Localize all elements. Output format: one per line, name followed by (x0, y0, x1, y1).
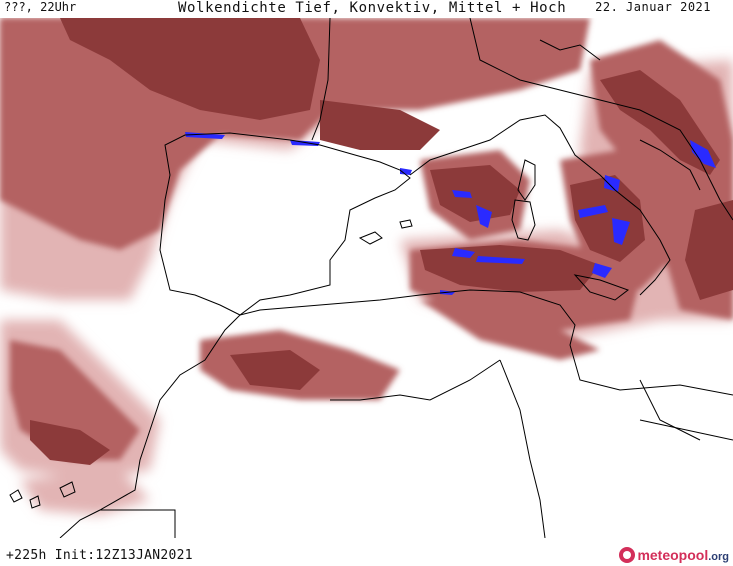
convective-cells (185, 132, 716, 295)
cloud-layer-dense (30, 18, 733, 465)
map-header: ???, 22Uhr Wolkendichte Tief, Konvektiv,… (0, 0, 733, 18)
model-init-label: +225h Init:12Z13JAN2021 (6, 548, 193, 563)
map-canvas (0, 18, 733, 538)
coastlines (9, 18, 733, 538)
valid-time-label: ???, 22Uhr (4, 0, 77, 14)
meteopool-logo-icon (619, 547, 636, 563)
cloud-cover-map (0, 18, 733, 538)
brand-name: meteopool (637, 547, 709, 563)
brand-tld: .org (708, 551, 729, 563)
brand-wordmark: meteopool.org (637, 547, 729, 563)
forecast-date: 22. Januar 2021 (595, 0, 711, 14)
map-title: Wolkendichte Tief, Konvektiv, Mittel + H… (178, 0, 567, 16)
map-footer: +225h Init:12Z13JAN2021 meteopool.org (0, 540, 733, 566)
meteopool-logo[interactable]: meteopool.org (619, 545, 729, 565)
